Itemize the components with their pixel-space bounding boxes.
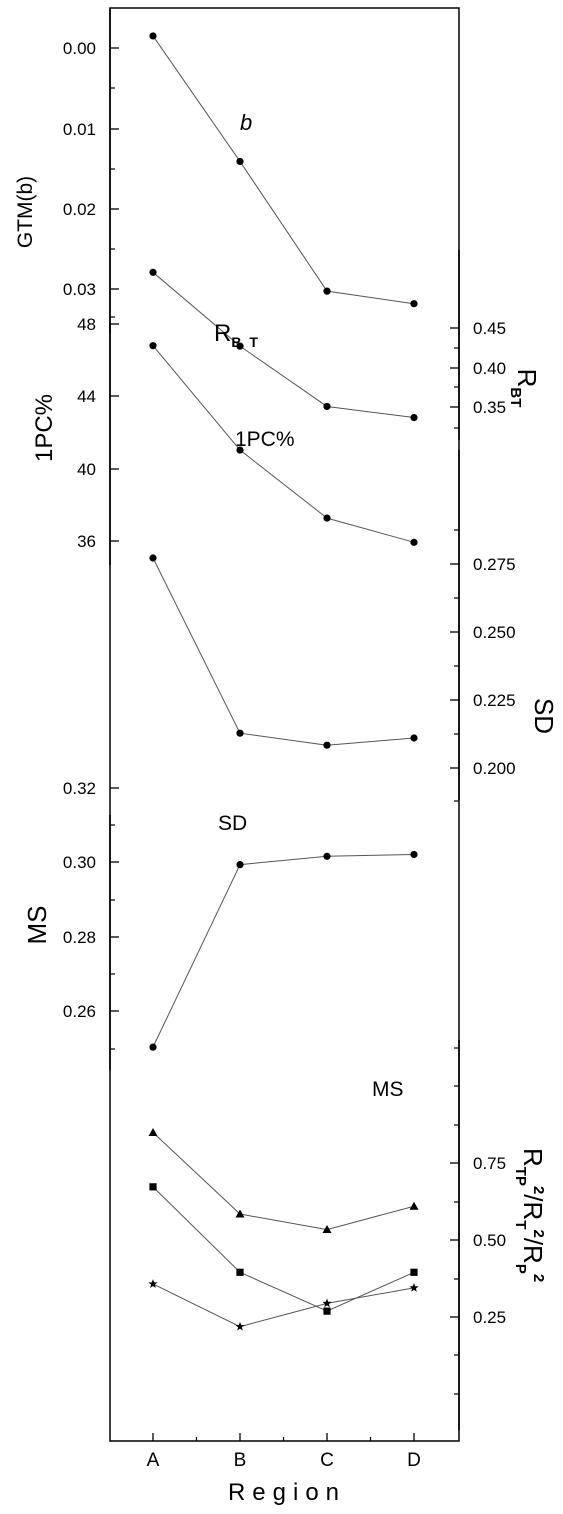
ms-tick-label: 0.30 [63, 853, 96, 872]
data-point [322, 1298, 332, 1308]
data-point [236, 157, 244, 166]
rbt-axis-title-main: R [512, 369, 542, 388]
data-point [236, 861, 244, 869]
r2-axis-title-part: 2 [530, 1274, 547, 1282]
data-point [236, 342, 244, 350]
gtm-axis-title: GTM(b) [14, 176, 37, 248]
r2-series-line [152, 1132, 415, 1231]
rbt-tick-label: 0.35 [473, 398, 506, 417]
data-point [323, 852, 331, 860]
data-point [236, 1268, 244, 1276]
gtm-tick-label: 0.02 [63, 200, 96, 219]
r2-tick-label: 0.50 [473, 1231, 506, 1250]
r2-axis-title-part: R [518, 1148, 548, 1167]
axes-layer [109, 8, 460, 1441]
ms-tick-label: 0.26 [63, 1002, 96, 1021]
rbt-series-label-main: R [214, 320, 231, 347]
data-point [148, 1127, 158, 1136]
pc-tick-label: 36 [77, 532, 96, 551]
x-tick-label: B [234, 1450, 247, 1471]
pc-series-label: 1PC% [235, 428, 295, 451]
series-layer [148, 32, 419, 1331]
data-point [323, 741, 331, 749]
rbt-series-label-sub: B T [231, 334, 260, 350]
gtm-tick-label: 0.03 [63, 280, 96, 299]
sd-series-label: SD [218, 812, 247, 835]
r2-axis-title-part: 2 [530, 1229, 547, 1237]
data-point [409, 1283, 419, 1292]
sd-tick-label: 0.225 [473, 691, 516, 710]
pc-tick-label: 44 [77, 387, 96, 406]
data-point [323, 402, 331, 411]
r2-series-line [152, 1283, 415, 1328]
data-point [322, 1225, 332, 1234]
r2-axis-title: RTP2/RT2/RP2 [512, 1148, 548, 1282]
data-point [323, 1307, 331, 1315]
data-point [410, 300, 418, 308]
gtm-series-line [152, 35, 415, 305]
data-point [410, 413, 418, 422]
ms-tick-label: 0.32 [63, 779, 96, 798]
plot-frame [109, 7, 460, 1442]
pc-tick-label: 48 [77, 315, 96, 334]
rbt-tick-label: 0.40 [473, 359, 506, 378]
rbt-axis-title-sub: BT [507, 387, 524, 407]
sd-tick-label: 0.200 [473, 759, 516, 778]
ms-axis-title: MS [22, 906, 52, 945]
data-point [149, 1183, 157, 1191]
data-point [323, 287, 331, 295]
data-point [149, 1043, 157, 1051]
gtm-tick-label: 0.01 [63, 120, 96, 139]
r2-tick-label: 0.75 [473, 1154, 506, 1173]
data-point [410, 538, 418, 546]
gtm-series-label: b [240, 110, 252, 135]
data-point [410, 734, 418, 742]
pc-axis-title: 1PC% [31, 394, 58, 462]
x-tick-label: A [147, 1450, 160, 1471]
sd-axis-title: SD [529, 698, 559, 734]
x-axis-title: Region [228, 1479, 346, 1506]
data-point [409, 1201, 419, 1210]
ms-tick-label: 0.28 [63, 928, 96, 947]
data-point [410, 1268, 418, 1276]
data-point [410, 850, 418, 859]
data-point [235, 1209, 245, 1218]
gtm-tick-label: 0.00 [63, 39, 96, 58]
sd-series-line [152, 557, 415, 746]
data-point [149, 268, 157, 276]
r2-axis-title-part: TP [512, 1167, 529, 1186]
r2-tick-label: 0.25 [473, 1308, 506, 1327]
data-point [149, 342, 157, 350]
data-point [236, 446, 244, 454]
r2-axis-title-part: P [512, 1264, 529, 1274]
r2-axis-title-part: /R [518, 1194, 548, 1220]
pc-series-line [152, 345, 415, 543]
ms-series-line [152, 853, 415, 1048]
r2-axis-title-part: T [512, 1220, 529, 1229]
sd-tick-label: 0.250 [473, 623, 516, 642]
r2-axis-title-part: /R [518, 1238, 548, 1264]
rbt-series-label: RB T [214, 320, 260, 350]
x-tick-label: C [320, 1450, 334, 1471]
ms-series-label: MS [372, 1078, 404, 1101]
data-point [148, 1279, 158, 1288]
data-point [323, 514, 331, 522]
x-tick-label: D [407, 1450, 421, 1471]
pc-tick-label: 40 [77, 460, 96, 479]
data-point [149, 554, 157, 562]
rbt-series-line [152, 271, 415, 419]
data-point [235, 1321, 245, 1331]
labels-layer: Region A B C D 0.00 0.01 0.02 0.03 0.35 0.40 0.45 3… [14, 39, 559, 1506]
r2-axis-title-part: 2 [530, 1186, 547, 1194]
rbt-tick-label: 0.45 [473, 319, 506, 338]
rbt-axis-title: RBT [507, 369, 542, 408]
data-point [149, 32, 157, 40]
r2-series-line [152, 1186, 415, 1312]
sd-tick-label: 0.275 [473, 555, 516, 574]
data-point [236, 729, 244, 737]
